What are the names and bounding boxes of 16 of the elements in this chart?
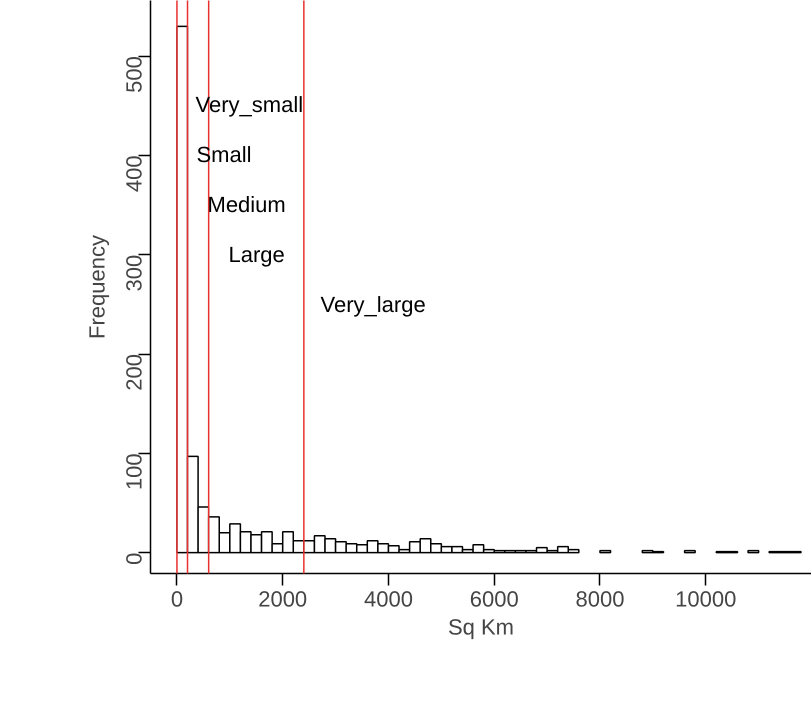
x-tick-label: 4000 [364,586,413,612]
annotation: Large [228,242,285,267]
y-tick-label: 200 [122,354,146,391]
x-tick-label: 2000 [258,586,308,612]
x-tick-label: 6000 [470,586,519,612]
y-tick-label: 400 [122,155,146,192]
y-tick-label: 300 [122,254,146,292]
y-tick-label: 100 [122,453,146,490]
y-axis-title: Frequency [84,235,110,339]
x-tick-label: 0 [170,586,184,612]
y-tick-label: 500 [122,56,146,93]
x-tick-label: 8000 [576,586,624,612]
y-tick-label: 0 [122,552,146,565]
annotation: Very_large [320,292,426,317]
x-axis-title: Sq Km [448,614,514,640]
x-tick-label: 10000 [675,586,736,612]
